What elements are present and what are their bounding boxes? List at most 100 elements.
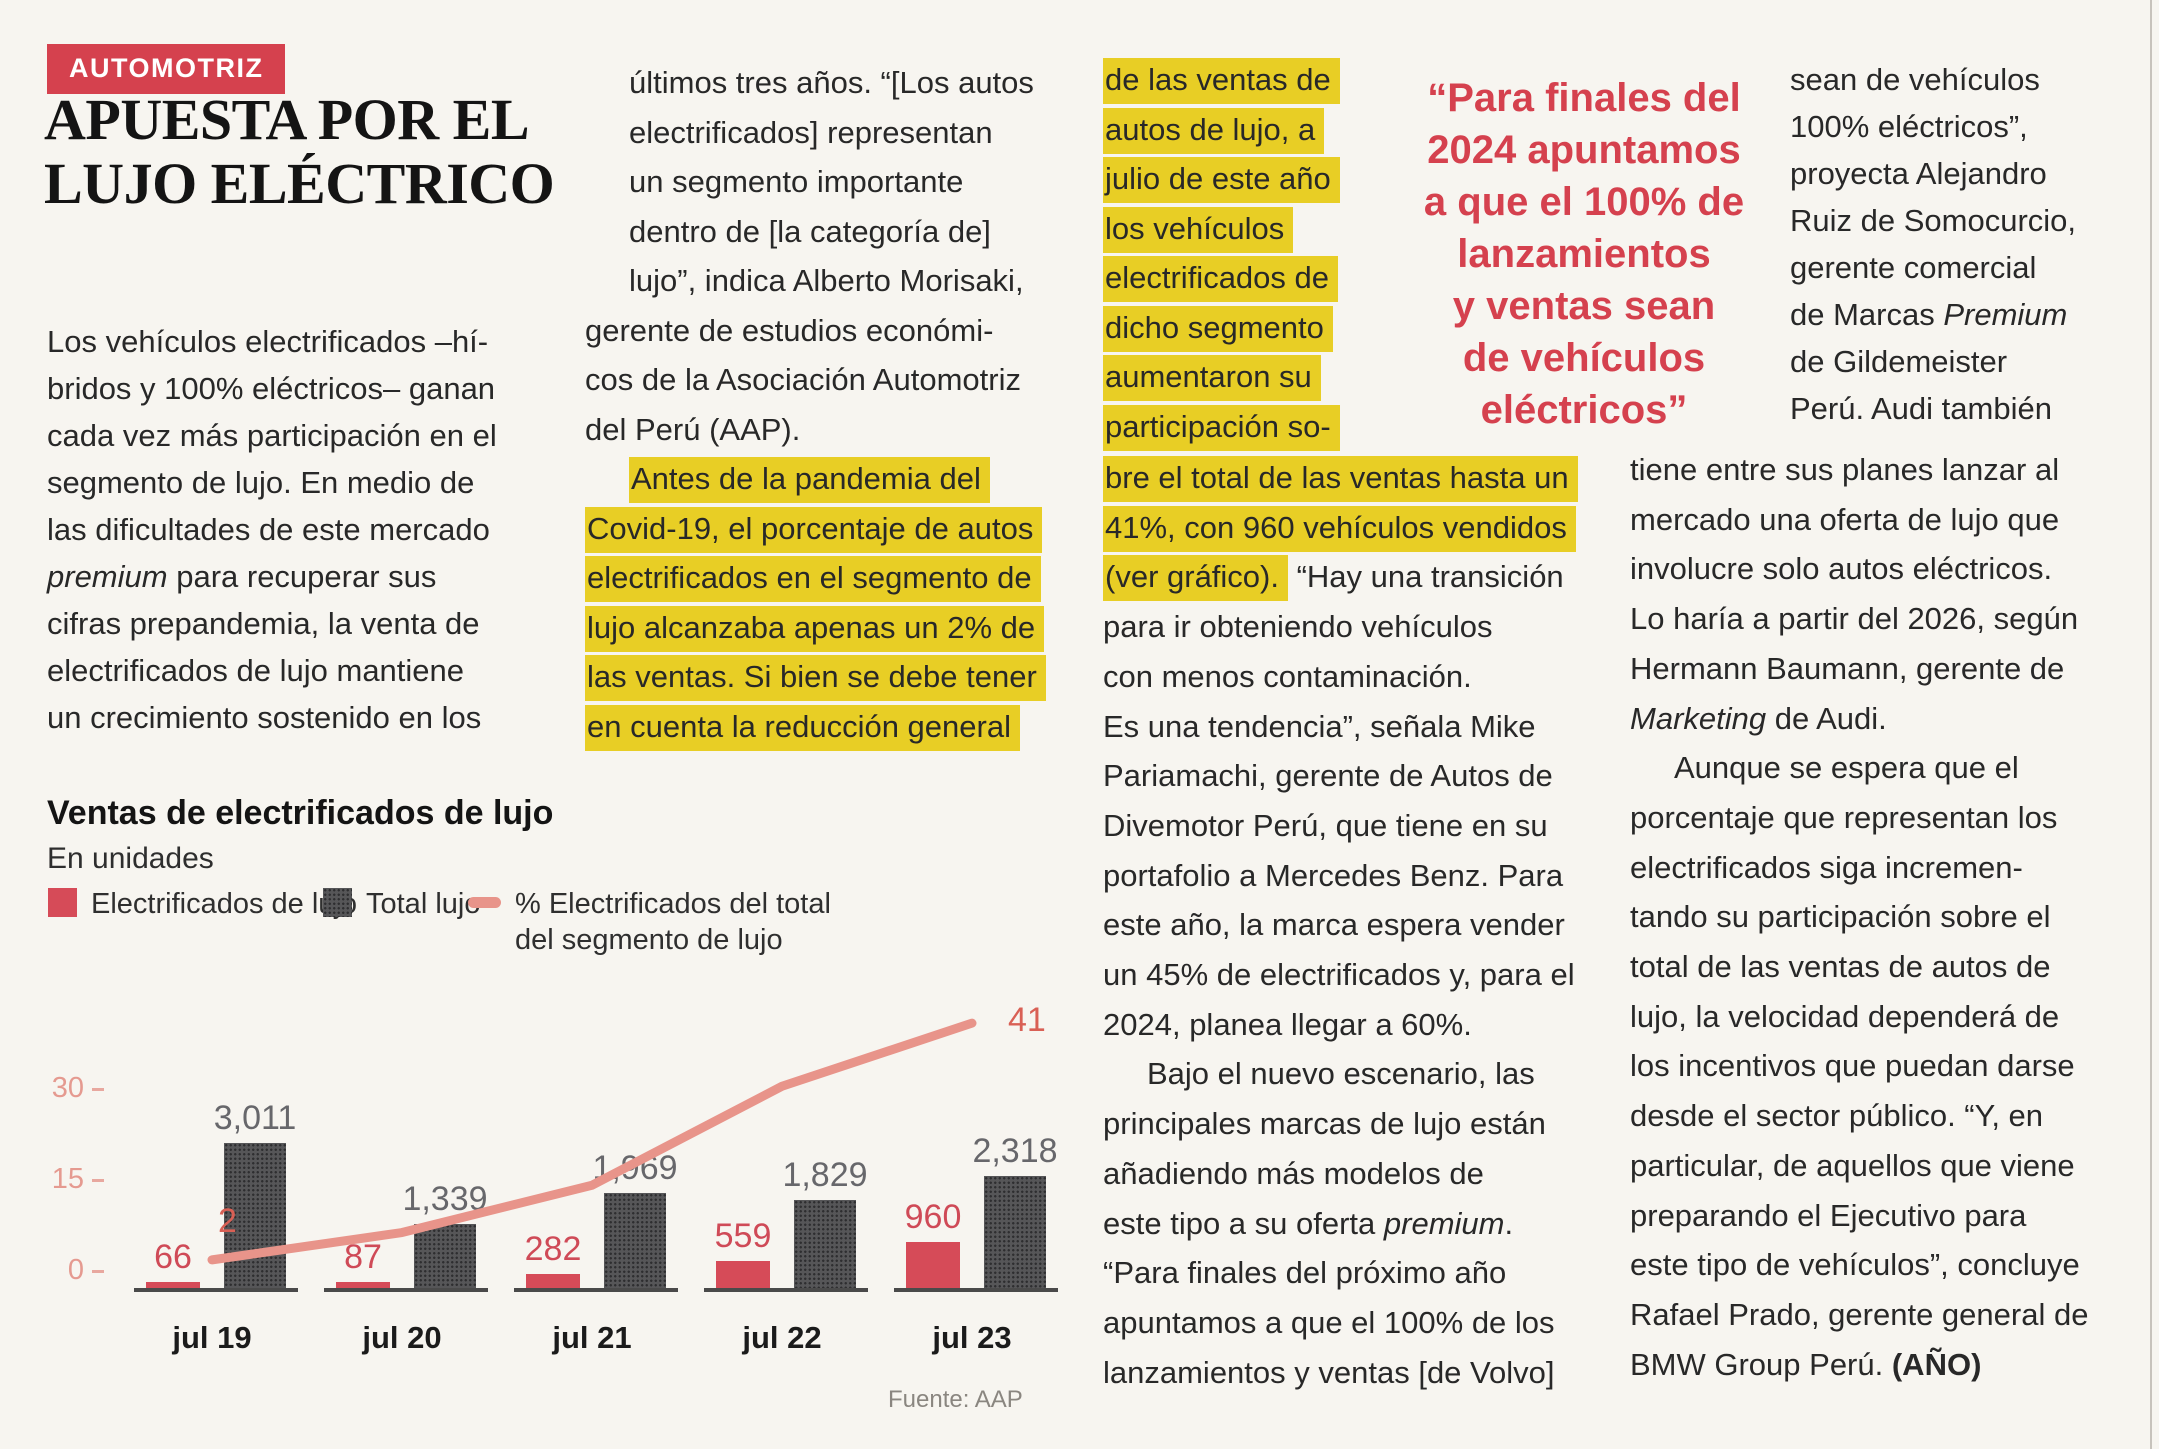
text-line: 2024, planea llegar a 60%. bbox=[1103, 1006, 1472, 1042]
text-line: cada vez más participación en el bbox=[47, 418, 497, 453]
text-line: los vehículos bbox=[1103, 204, 1413, 254]
text-line: cos de la Asociación Automotriz bbox=[585, 362, 1021, 397]
text-line: de vehículos bbox=[1462, 336, 1706, 380]
line-point-label-last: 41 bbox=[1008, 1001, 1046, 1040]
x-axis-label: jul 20 bbox=[362, 1320, 442, 1355]
bar-value-label-total: 2,318 bbox=[972, 1132, 1058, 1171]
text-line: aumentaron su bbox=[1103, 352, 1413, 402]
bar-value-label-total: 1,969 bbox=[592, 1149, 678, 1188]
x-axis-segment bbox=[894, 1288, 1058, 1292]
text-line: Aunque se espera que el bbox=[1674, 750, 2019, 786]
text-line: “Para finales del próximo año bbox=[1103, 1255, 1507, 1291]
text-line: este tipo de vehículos”, concluye bbox=[1630, 1247, 2080, 1283]
bar-electrificados bbox=[336, 1282, 390, 1288]
text-line: apuntamos a que el 100% de los bbox=[1103, 1304, 1555, 1340]
headline: APUESTA POR EL LUJO ELÉCTRICO bbox=[44, 88, 604, 216]
text-line: 100% eléctricos”, bbox=[1790, 109, 2028, 144]
text-line: preparando el Ejecutivo para bbox=[1630, 1197, 2027, 1233]
bar-value-label-electrificados: 87 bbox=[344, 1238, 382, 1276]
text-line: bre el total de las ventas hasta un bbox=[1103, 453, 1633, 503]
text-line: lujo”, indica Alberto Morisaki, bbox=[629, 263, 1024, 298]
legend-label: Total lujo bbox=[366, 888, 481, 920]
text-line: lujo, la velocidad dependerá de bbox=[1630, 998, 2060, 1034]
text-line: un segmento importante bbox=[629, 164, 964, 199]
text-line: lanzamientos bbox=[1457, 232, 1711, 276]
pct-tick-label: 0 bbox=[67, 1254, 84, 1286]
text-line: “Para finales del bbox=[1427, 76, 1741, 120]
pct-tick-mark bbox=[92, 1178, 104, 1182]
pull-quote: “Para finales del 2024 apuntamos a que el … bbox=[1398, 72, 1770, 436]
chart-source: Fuente: AAP bbox=[888, 1386, 1023, 1413]
pct-tick-label: 30 bbox=[51, 1071, 84, 1104]
legend-label: % Electrificados del total del segmento d… bbox=[515, 888, 831, 956]
text-line: 41%, con 960 vehículos vendidos bbox=[1103, 503, 1633, 553]
text-line: lanzamientos y ventas [de Volvo] bbox=[1103, 1354, 1555, 1390]
text-line: electrificados de lujo mantiene bbox=[47, 653, 465, 688]
text-line: Ruiz de Somocurcio, bbox=[1790, 203, 2077, 238]
text-line: últimos tres años. “[Los autos bbox=[629, 65, 1034, 100]
text-line: sean de vehículos bbox=[1790, 62, 2040, 97]
bar-value-label-electrificados: 960 bbox=[904, 1197, 962, 1236]
legend-item: Electrificados de lujo bbox=[48, 886, 357, 922]
text-line: de Marcas Premium bbox=[1790, 297, 2068, 332]
text-line: Rafael Prado, gerente general de bbox=[1630, 1296, 2089, 1332]
sales-chart: Ventas de electrificados de lujo En unid… bbox=[40, 790, 1110, 1448]
text-line: del Perú (AAP). bbox=[585, 411, 801, 447]
text-line: un 45% de electrificados y, para el bbox=[1103, 957, 1575, 993]
bar-electrificados bbox=[716, 1261, 770, 1288]
bar-value-label-total: 1,339 bbox=[402, 1179, 488, 1218]
legend-label: Electrificados de lujo bbox=[91, 888, 357, 920]
x-axis-segment bbox=[134, 1288, 298, 1292]
bar-electrificados bbox=[146, 1282, 200, 1288]
pct-tick-mark bbox=[92, 1087, 104, 1091]
text-line: involucre solo autos eléctricos. bbox=[1630, 551, 2053, 587]
text-line: Bajo el nuevo escenario, las bbox=[1147, 1056, 1535, 1092]
text-line: tiene entre sus planes lanzar al bbox=[1630, 452, 2060, 487]
text-line: (ver gráfico). “Hay una transición bbox=[1103, 552, 1633, 602]
text-line: electrificados siga incremen- bbox=[1630, 849, 2023, 885]
text-line: portafolio a Mercedes Benz. Para bbox=[1103, 857, 1564, 893]
text-line: tando su participación sobre el bbox=[1630, 899, 2051, 935]
bar-electrificados bbox=[906, 1241, 960, 1288]
text-line: Divemotor Perú, que tiene en su bbox=[1103, 807, 1548, 843]
x-axis-label: jul 19 bbox=[172, 1320, 252, 1355]
text-line: de Gildemeister bbox=[1790, 344, 2008, 379]
text-line: desde el sector público. “Y, en bbox=[1630, 1098, 2044, 1134]
bar-value-label-electrificados: 66 bbox=[154, 1238, 192, 1276]
section-badge: AUTOMOTRIZ bbox=[47, 44, 286, 94]
text-line: añadiendo más modelos de bbox=[1103, 1155, 1484, 1191]
x-axis-label: jul 23 bbox=[932, 1320, 1012, 1355]
text-line: participación so- bbox=[1103, 402, 1413, 452]
line-point-label-first: 2 bbox=[218, 1201, 237, 1240]
bar-value-label-total: 3,011 bbox=[213, 1099, 297, 1137]
text-line: y ventas sean bbox=[1452, 284, 1716, 328]
intro-paragraph: Los vehículos electrificados –hí-bridos … bbox=[47, 318, 562, 741]
bar-value-label-electrificados: 282 bbox=[524, 1230, 582, 1269]
chart-subtitle: En unidades bbox=[47, 842, 214, 875]
text-line: principales marcas de lujo están bbox=[1103, 1106, 1546, 1142]
text-line: Perú. Audi también bbox=[1790, 391, 2052, 426]
text-line: gerente de estudios económi- bbox=[585, 312, 994, 348]
text-line: para ir obteniendo vehículos bbox=[1103, 609, 1493, 645]
text-line: un crecimiento sostenido en los bbox=[47, 700, 482, 735]
text-line: proyecta Alejandro bbox=[1790, 156, 2047, 191]
text-line: de las ventas de bbox=[1103, 55, 1413, 105]
headline-line-1: APUESTA POR EL bbox=[44, 87, 530, 152]
text-line: eléctricos” bbox=[1480, 388, 1688, 432]
text-line: BMW Group Perú. (AÑO) bbox=[1630, 1346, 1982, 1382]
text-line: Covid-19, el porcentaje de autos bbox=[585, 504, 1085, 554]
column-3-main-text: bre el total de las ventas hasta un 41%, … bbox=[1103, 453, 1633, 1397]
text-line: electrificados en el segmento de bbox=[585, 553, 1085, 603]
text-line: Hermann Baumann, gerente de bbox=[1630, 650, 2065, 686]
x-axis-segment bbox=[324, 1288, 488, 1292]
chart-title: Ventas de electrificados de lujo bbox=[47, 794, 554, 832]
x-axis-label: jul 21 bbox=[552, 1320, 632, 1355]
text-line: lujo alcanzaba apenas un 2% de bbox=[585, 603, 1085, 653]
headline-line-2: LUJO ELÉCTRICO bbox=[44, 151, 555, 216]
text-line: gerente comercial bbox=[1790, 250, 2037, 285]
text-line: Antes de la pandemia del bbox=[585, 454, 1085, 504]
text-line: las ventas. Si bien se debe tener bbox=[585, 652, 1085, 702]
legend-square-swatch bbox=[48, 888, 77, 917]
column-2-text: últimos tres años. “[Los autos electrific… bbox=[585, 58, 1085, 751]
